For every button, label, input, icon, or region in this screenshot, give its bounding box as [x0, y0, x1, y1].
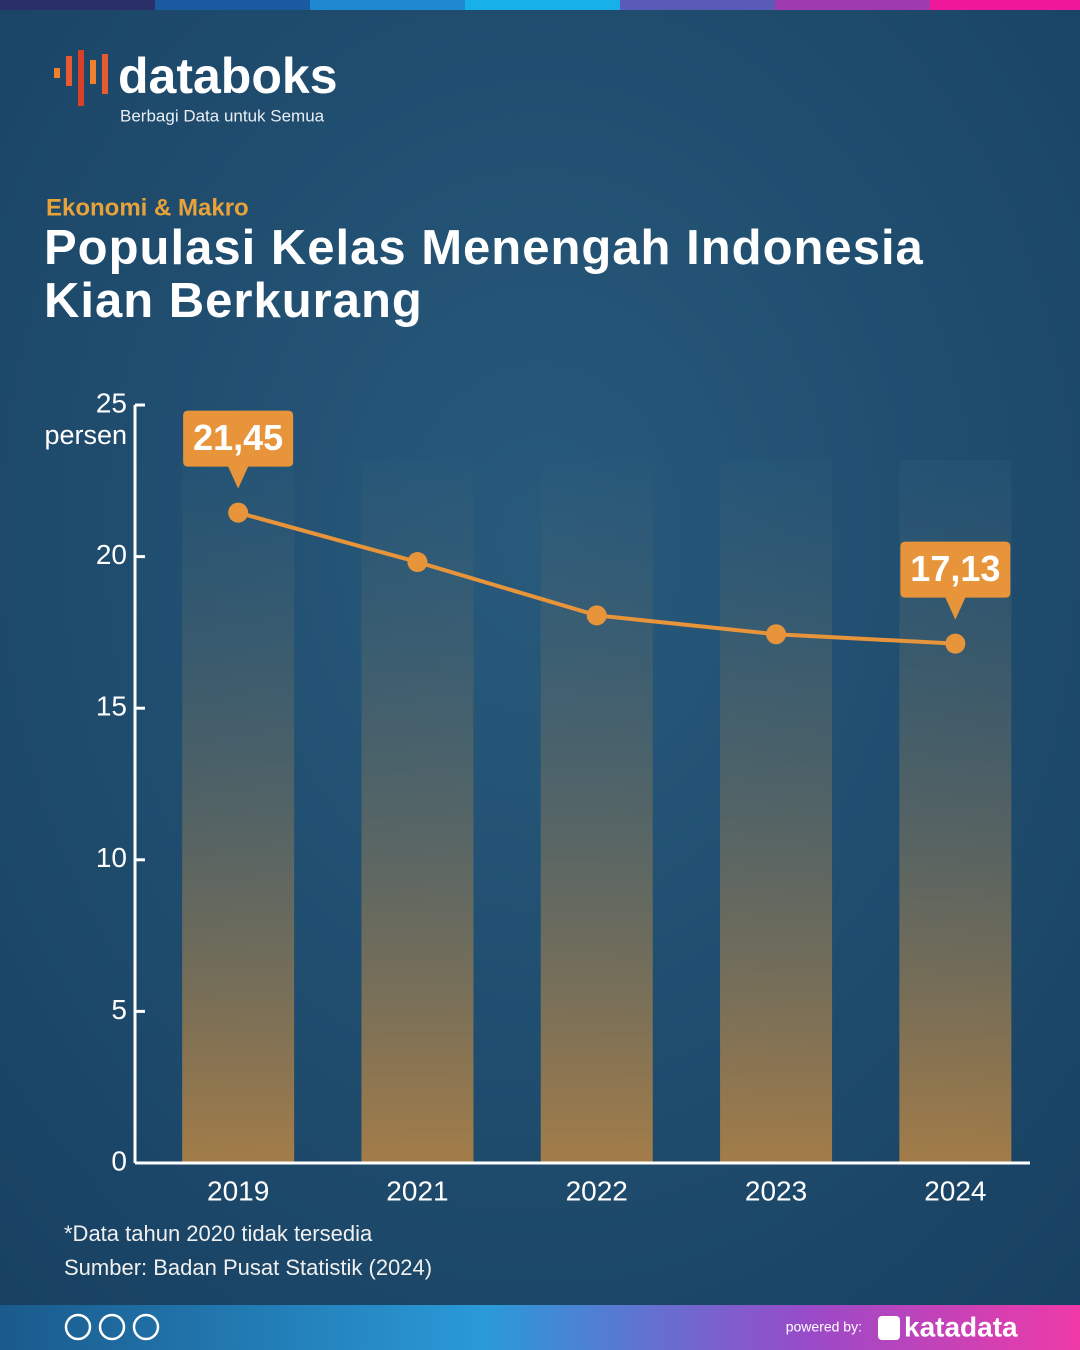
y-axis-label: persen: [44, 420, 127, 450]
source: Sumber: Badan Pusat Statistik (2024): [64, 1255, 432, 1280]
license-icons: [64, 1313, 160, 1341]
powered-by: powered by:: [786, 1319, 862, 1335]
column-bg: [720, 460, 833, 1163]
x-tick-label: 2023: [745, 1175, 807, 1206]
note: *Data tahun 2020 tidak tersedia: [64, 1221, 373, 1246]
y-tick-label: 0: [111, 1145, 127, 1176]
plot: 0 5 10 15 20 25 2019 2021 2022 2023 2024 21,45 17,13: [96, 387, 1030, 1206]
y-tick-label: 25: [96, 387, 127, 418]
point: [586, 605, 607, 626]
brand: databoks: [118, 48, 338, 104]
y-tick-label: 20: [96, 539, 127, 570]
title-box: Populasi Kelas Menengah Indonesia Kian B…: [44, 222, 924, 328]
y-tick-label: 5: [111, 994, 127, 1025]
x-tick-label: 2021: [386, 1175, 448, 1206]
column-bg: [182, 460, 295, 1163]
y-tick-label: 15: [96, 691, 127, 722]
x-tick-label: 2019: [207, 1175, 269, 1206]
column-bg: [361, 460, 474, 1163]
point: [407, 552, 428, 573]
point: [945, 633, 966, 654]
point: [766, 624, 787, 645]
top-stripe: [0, 0, 1080, 10]
x-tick-label: 2024: [924, 1175, 986, 1206]
katadata-icon: [878, 1316, 900, 1340]
chart-title: Populasi Kelas Menengah Indonesia Kian B…: [44, 222, 924, 328]
footer-brand: katadata: [904, 1311, 1018, 1342]
logo-icon: [54, 50, 108, 106]
category: Ekonomi & Makro: [46, 194, 249, 221]
tagline: Berbagi Data untuk Semua: [120, 106, 325, 125]
callout: [183, 410, 294, 489]
column-bg: [540, 460, 653, 1163]
y-tick-label: 10: [96, 842, 127, 873]
point: [228, 502, 249, 523]
callout: [900, 541, 1011, 620]
x-tick-label: 2022: [566, 1175, 628, 1206]
value-label: 17,13: [910, 548, 1000, 589]
value-label: 21,45: [193, 417, 283, 458]
